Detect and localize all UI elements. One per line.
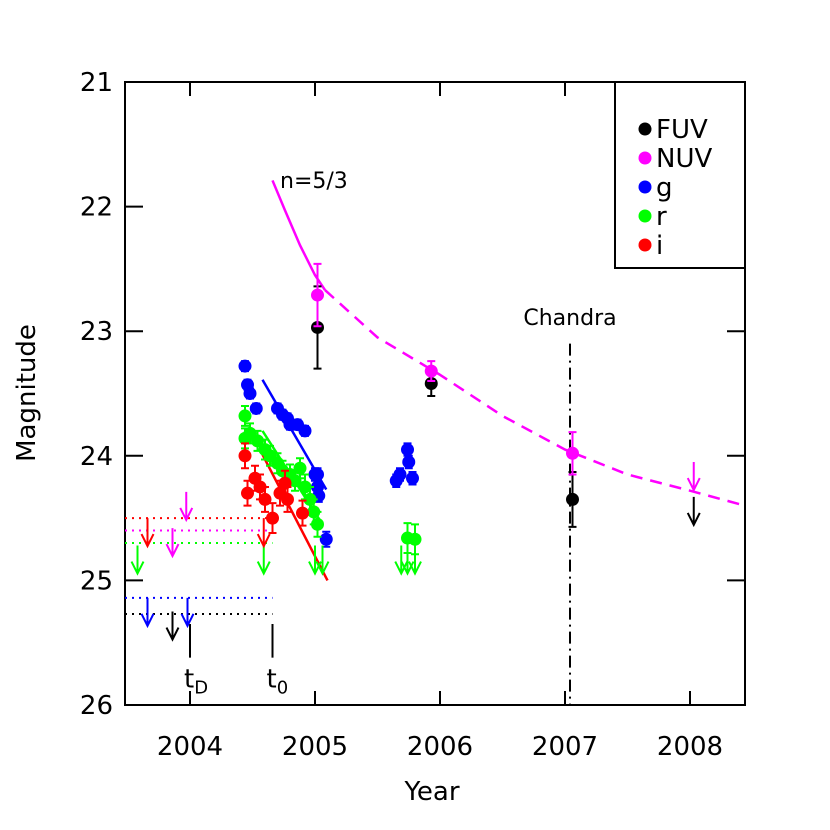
y-tick-label: 25 xyxy=(80,566,113,596)
upper-limit-arrow xyxy=(256,545,271,576)
y-tick-label: 26 xyxy=(80,691,113,721)
data-point xyxy=(266,511,279,525)
fit-line xyxy=(324,289,746,507)
legend-marker xyxy=(638,209,652,223)
data-point xyxy=(401,443,414,457)
legend-label: NUV xyxy=(656,144,712,174)
x-tick-label: 2008 xyxy=(657,732,723,762)
data-point xyxy=(393,467,407,481)
y-tick-label: 21 xyxy=(80,68,113,98)
data-point xyxy=(319,532,333,546)
upper-limit-arrow xyxy=(315,545,330,576)
data-point xyxy=(238,449,252,463)
data-point xyxy=(251,434,264,448)
legend-marker xyxy=(638,238,652,252)
y-tick-label: 23 xyxy=(80,317,113,347)
data-point xyxy=(311,288,324,302)
data-point xyxy=(293,461,307,475)
upper-limit-arrow xyxy=(686,496,701,528)
upper-limit-arrow xyxy=(180,597,195,629)
y-axis-label: Magnitude xyxy=(12,324,42,462)
x-tick-label: 2007 xyxy=(532,732,598,762)
epoch-subscript: D xyxy=(194,678,208,699)
legend-label: FUV xyxy=(656,115,708,145)
data-point xyxy=(311,467,324,481)
epoch-label: t0 xyxy=(267,665,289,699)
data-point xyxy=(298,480,312,494)
data-point xyxy=(241,486,254,500)
legend-marker xyxy=(638,180,652,194)
data-point xyxy=(298,424,312,438)
data-point xyxy=(311,517,324,531)
data-point xyxy=(238,359,252,373)
data-point xyxy=(408,532,422,546)
data-point xyxy=(249,401,263,415)
legend-label: g xyxy=(656,173,673,203)
fit-line xyxy=(261,453,329,581)
epoch-label: tD xyxy=(184,665,208,699)
data-point xyxy=(258,492,272,506)
data-point xyxy=(406,471,419,485)
upper-limit-arrow xyxy=(140,518,155,549)
data-point xyxy=(402,455,416,469)
data-point xyxy=(253,480,267,494)
data-point xyxy=(296,506,309,520)
annotation: n=5/3 xyxy=(280,169,348,194)
data-point xyxy=(281,492,294,506)
x-tick-label: 2005 xyxy=(282,732,348,762)
upper-limit-arrow xyxy=(179,491,194,523)
epoch-symbol: t xyxy=(267,665,277,695)
legend-box xyxy=(614,81,746,269)
upper-limit-arrow xyxy=(686,462,701,493)
x-tick-label: 2004 xyxy=(157,732,223,762)
data-point xyxy=(566,492,579,506)
legend-marker xyxy=(638,151,652,165)
upper-limit-arrow xyxy=(130,545,145,576)
y-tick-label: 24 xyxy=(80,442,113,472)
data-point xyxy=(238,409,252,423)
annotation: Chandra xyxy=(523,306,616,331)
legend-label: i xyxy=(656,231,663,261)
upper-limit-arrow xyxy=(165,611,180,642)
plot-frame xyxy=(124,81,746,706)
upper-limit-arrow xyxy=(140,597,155,629)
data-point xyxy=(311,320,324,334)
upper-limit-arrow xyxy=(394,545,409,576)
data-point xyxy=(424,364,438,378)
epoch-subscript: 0 xyxy=(277,678,288,699)
data-point xyxy=(566,446,579,460)
epoch-symbol: t xyxy=(184,665,194,695)
x-axis-label: Year xyxy=(403,777,459,807)
upper-limit-arrow xyxy=(165,528,180,559)
x-tick-label: 2006 xyxy=(407,732,473,762)
y-tick-label: 22 xyxy=(80,193,113,223)
legend-marker xyxy=(638,122,652,136)
upper-limit-arrow xyxy=(256,518,271,549)
data-point xyxy=(243,387,257,400)
legend-label: r xyxy=(656,202,667,232)
